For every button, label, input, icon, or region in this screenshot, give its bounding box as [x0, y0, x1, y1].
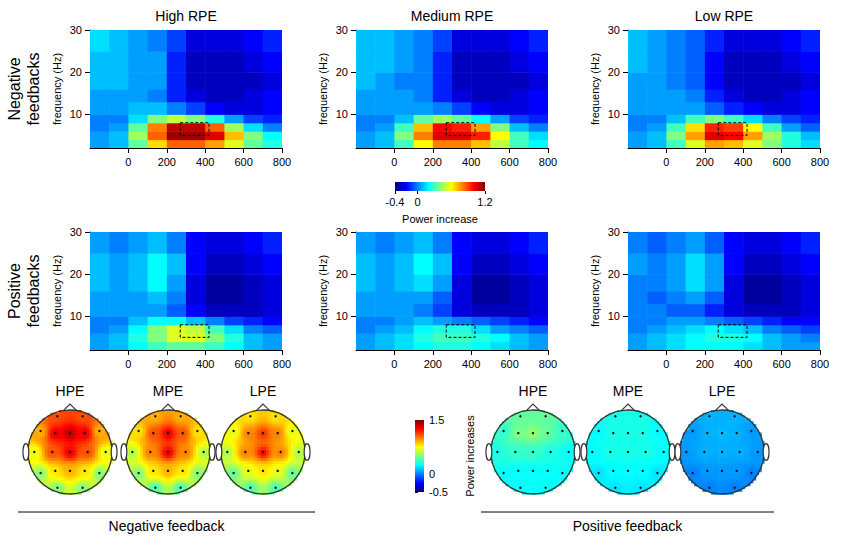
- svg-text:0: 0: [414, 196, 420, 208]
- svg-text:30: 30: [336, 24, 348, 36]
- svg-text:600: 600: [772, 156, 790, 168]
- svg-text:800: 800: [811, 156, 829, 168]
- svg-text:frequency (Hz): frequency (Hz): [317, 255, 329, 327]
- svg-text:400: 400: [462, 358, 480, 370]
- svg-text:0: 0: [429, 468, 435, 480]
- svg-text:20: 20: [70, 66, 82, 78]
- svg-text:0: 0: [663, 156, 669, 168]
- svg-text:30: 30: [336, 226, 348, 238]
- svg-text:20: 20: [70, 268, 82, 280]
- svg-text:600: 600: [234, 358, 252, 370]
- svg-text:30: 30: [70, 226, 82, 238]
- svg-text:LPE: LPE: [250, 383, 276, 399]
- svg-text:10: 10: [336, 310, 348, 322]
- svg-text:600: 600: [500, 358, 518, 370]
- svg-text:400: 400: [734, 156, 752, 168]
- svg-text:Negative: Negative: [6, 57, 23, 120]
- svg-text:800: 800: [539, 156, 557, 168]
- svg-text:Positive: Positive: [6, 263, 23, 319]
- svg-text:10: 10: [70, 108, 82, 120]
- svg-text:200: 200: [696, 358, 714, 370]
- svg-text:400: 400: [196, 156, 214, 168]
- svg-text:Low RPE: Low RPE: [695, 8, 753, 24]
- svg-text:20: 20: [336, 66, 348, 78]
- svg-text:30: 30: [70, 24, 82, 36]
- svg-text:10: 10: [336, 108, 348, 120]
- svg-text:800: 800: [811, 358, 829, 370]
- svg-text:LPE: LPE: [709, 383, 735, 399]
- svg-text:1.2: 1.2: [477, 196, 492, 208]
- svg-text:400: 400: [462, 156, 480, 168]
- svg-text:400: 400: [734, 358, 752, 370]
- svg-text:HPE: HPE: [56, 383, 85, 399]
- svg-text:Negative feedback: Negative feedback: [109, 518, 226, 534]
- svg-text:frequency (Hz): frequency (Hz): [51, 53, 63, 125]
- svg-text:frequency (Hz): frequency (Hz): [51, 255, 63, 327]
- svg-text:1.5: 1.5: [429, 414, 444, 426]
- svg-text:600: 600: [772, 358, 790, 370]
- svg-text:feedbacks: feedbacks: [25, 53, 42, 126]
- svg-text:0: 0: [663, 358, 669, 370]
- svg-text:30: 30: [608, 226, 620, 238]
- svg-text:HPE: HPE: [519, 383, 548, 399]
- svg-text:20: 20: [336, 268, 348, 280]
- svg-text:0: 0: [391, 358, 397, 370]
- svg-text:Positive feedback: Positive feedback: [573, 518, 684, 534]
- svg-text:10: 10: [70, 310, 82, 322]
- svg-text:0: 0: [125, 358, 131, 370]
- svg-text:200: 200: [158, 358, 176, 370]
- svg-text:200: 200: [424, 156, 442, 168]
- svg-text:frequency (Hz): frequency (Hz): [317, 53, 329, 125]
- svg-text:frequency (Hz): frequency (Hz): [589, 255, 601, 327]
- svg-text:200: 200: [158, 156, 176, 168]
- svg-text:-0.5: -0.5: [429, 486, 448, 498]
- svg-text:600: 600: [234, 156, 252, 168]
- svg-text:10: 10: [608, 310, 620, 322]
- svg-text:frequency (Hz): frequency (Hz): [589, 53, 601, 125]
- svg-text:20: 20: [608, 66, 620, 78]
- svg-text:800: 800: [273, 156, 291, 168]
- svg-text:200: 200: [696, 156, 714, 168]
- svg-text:800: 800: [273, 358, 291, 370]
- svg-text:600: 600: [500, 156, 518, 168]
- svg-text:MPE: MPE: [153, 383, 183, 399]
- svg-text:MPE: MPE: [613, 383, 643, 399]
- svg-text:Power increase: Power increase: [402, 213, 478, 225]
- svg-text:-0.4: -0.4: [386, 196, 405, 208]
- svg-text:800: 800: [539, 358, 557, 370]
- svg-text:20: 20: [608, 268, 620, 280]
- svg-text:200: 200: [424, 358, 442, 370]
- svg-text:30: 30: [608, 24, 620, 36]
- svg-text:0: 0: [391, 156, 397, 168]
- svg-text:High RPE: High RPE: [155, 8, 216, 24]
- svg-text:Medium RPE: Medium RPE: [411, 8, 493, 24]
- svg-text:400: 400: [196, 358, 214, 370]
- svg-text:Power increases: Power increases: [464, 415, 476, 497]
- svg-text:0: 0: [125, 156, 131, 168]
- svg-text:10: 10: [608, 108, 620, 120]
- svg-text:feedbacks: feedbacks: [25, 255, 42, 328]
